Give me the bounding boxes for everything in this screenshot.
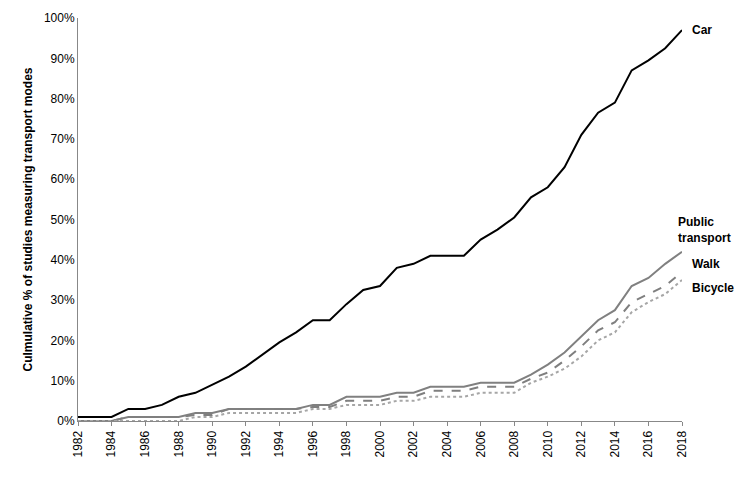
svg-text:40%: 40% xyxy=(51,253,75,267)
svg-text:50%: 50% xyxy=(51,213,75,227)
svg-text:2006: 2006 xyxy=(474,430,488,457)
svg-text:2014: 2014 xyxy=(608,430,622,457)
svg-text:2012: 2012 xyxy=(574,430,588,457)
svg-text:1996: 1996 xyxy=(306,430,320,457)
svg-text:Car: Car xyxy=(692,23,712,37)
svg-text:1992: 1992 xyxy=(239,430,253,457)
svg-text:Publictransport: Publictransport xyxy=(678,215,731,245)
svg-text:20%: 20% xyxy=(51,334,75,348)
svg-text:2004: 2004 xyxy=(440,430,454,457)
svg-text:1988: 1988 xyxy=(172,430,186,457)
svg-text:2010: 2010 xyxy=(541,430,555,457)
svg-text:30%: 30% xyxy=(51,293,75,307)
svg-text:1994: 1994 xyxy=(272,430,286,457)
svg-text:Culmulative % of studies measu: Culmulative % of studies measuring trans… xyxy=(21,67,35,371)
svg-text:0%: 0% xyxy=(57,414,75,428)
svg-text:1998: 1998 xyxy=(339,430,353,457)
svg-text:100%: 100% xyxy=(44,11,75,25)
svg-text:80%: 80% xyxy=(51,92,75,106)
svg-text:1990: 1990 xyxy=(205,430,219,457)
svg-text:Walk: Walk xyxy=(692,257,720,271)
svg-text:2016: 2016 xyxy=(641,430,655,457)
svg-text:70%: 70% xyxy=(51,132,75,146)
svg-text:Bicycle: Bicycle xyxy=(692,281,734,295)
svg-text:2008: 2008 xyxy=(507,430,521,457)
svg-text:10%: 10% xyxy=(51,374,75,388)
svg-text:60%: 60% xyxy=(51,172,75,186)
svg-text:90%: 90% xyxy=(51,52,75,66)
svg-text:2018: 2018 xyxy=(675,430,689,457)
svg-text:1986: 1986 xyxy=(138,430,152,457)
svg-text:2000: 2000 xyxy=(373,430,387,457)
svg-text:2002: 2002 xyxy=(406,430,420,457)
svg-text:1982: 1982 xyxy=(71,430,85,457)
svg-text:1984: 1984 xyxy=(104,430,118,457)
